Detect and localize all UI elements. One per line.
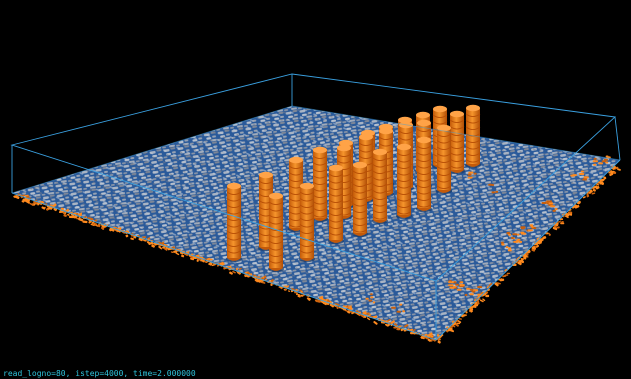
particle-bed [12, 106, 620, 340]
status-line: read_logno=80, istep=4000, time=2.000000 [3, 369, 196, 378]
bounding-box [10, 73, 621, 341]
cylinder-piles [226, 104, 481, 273]
debris-clusters [365, 155, 611, 313]
